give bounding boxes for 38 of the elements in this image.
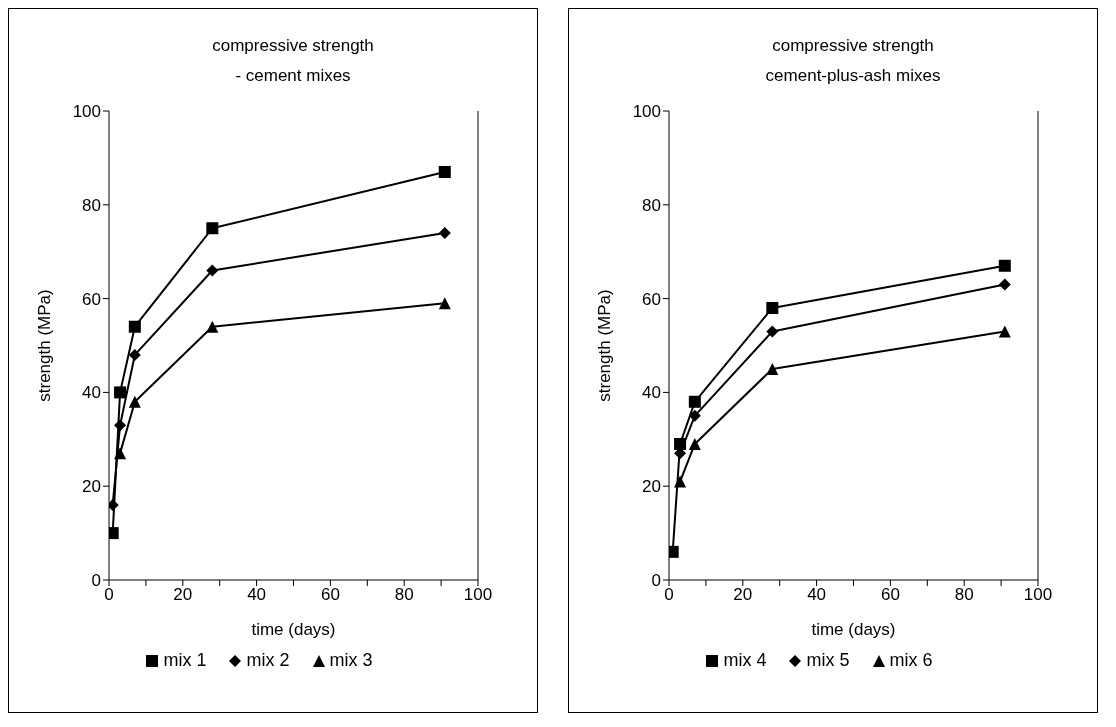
x-tick-label: 60 bbox=[320, 585, 340, 605]
legend-label: mix 2 bbox=[246, 650, 290, 671]
x-tick-label: 0 bbox=[664, 585, 674, 605]
legend-label: mix 3 bbox=[329, 650, 373, 671]
y-tick-label: 80 bbox=[642, 195, 661, 215]
y-tick-label: 0 bbox=[91, 571, 101, 591]
y-tick-label: 40 bbox=[642, 383, 661, 403]
y-tick-label: 20 bbox=[642, 477, 661, 497]
x-tick-label: 80 bbox=[954, 585, 974, 605]
x-tick-label: 40 bbox=[247, 585, 267, 605]
x-tick-label: 80 bbox=[394, 585, 414, 605]
y-tick-label: 40 bbox=[82, 383, 101, 403]
x-tick-label: 20 bbox=[733, 585, 753, 605]
legend-label: mix 1 bbox=[163, 650, 207, 671]
chart-title: compressive strength bbox=[771, 35, 935, 57]
x-axis-title: time (days) bbox=[251, 620, 336, 639]
x-tick-label: 20 bbox=[173, 585, 193, 605]
chart-subtitle: cement-plus-ash mixes bbox=[764, 65, 942, 87]
y-tick-label: 20 bbox=[82, 477, 101, 497]
x-tick-label: 0 bbox=[104, 585, 114, 605]
y-tick-label: 80 bbox=[82, 195, 101, 215]
y-tick-label: 60 bbox=[82, 289, 101, 309]
x-axis-title: time (days) bbox=[811, 620, 896, 639]
chart-subtitle: - cement mixes bbox=[234, 65, 352, 87]
y-tick-label: 100 bbox=[72, 102, 101, 122]
x-tick-label: 60 bbox=[880, 585, 900, 605]
y-tick-label: 60 bbox=[642, 289, 661, 309]
legend-label: mix 5 bbox=[806, 650, 850, 671]
chart-title: compressive strength bbox=[211, 35, 375, 57]
legend-label: mix 6 bbox=[889, 650, 933, 671]
x-tick-label: 100 bbox=[1023, 585, 1053, 605]
x-tick-label: 100 bbox=[463, 585, 493, 605]
y-tick-label: 100 bbox=[632, 102, 661, 122]
x-tick-label: 40 bbox=[807, 585, 827, 605]
y-axis-title: strength (MPa) bbox=[35, 289, 55, 402]
legend-label: mix 4 bbox=[723, 650, 767, 671]
y-tick-label: 0 bbox=[651, 571, 661, 591]
y-axis-title: strength (MPa) bbox=[595, 289, 615, 402]
